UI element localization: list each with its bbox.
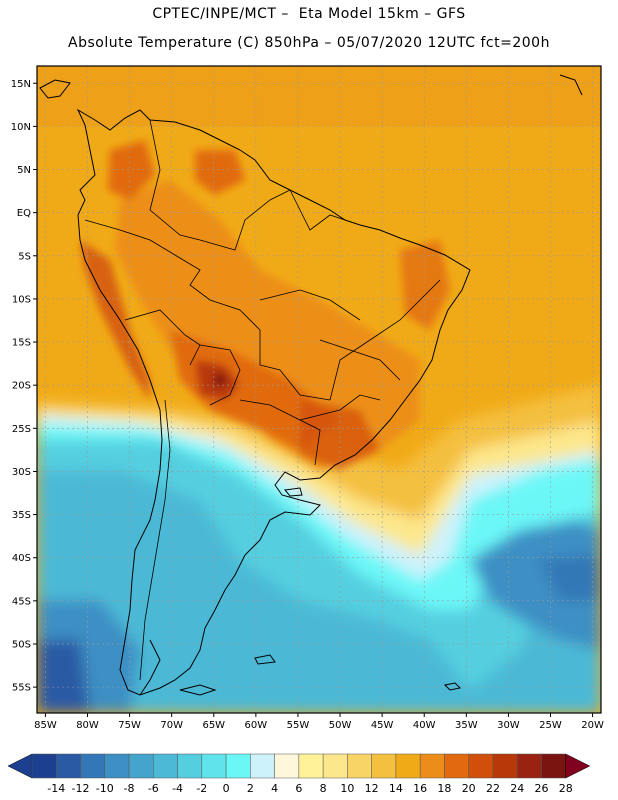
lon-label: 25W <box>539 720 562 731</box>
lat-label: 10S <box>12 294 31 305</box>
colorbar-label: -12 <box>72 782 90 795</box>
colorbar-label: 26 <box>534 782 548 795</box>
lon-label: 75W <box>118 720 141 731</box>
lon-label: 20W <box>581 720 604 731</box>
colorbar-swatch <box>322 753 348 779</box>
lon-label: 55W <box>287 720 310 731</box>
longitude-labels: 85W 80W 75W 70W 65W 60W 55W 50W 45W 40W 35W 30W 25W 2… <box>34 713 604 731</box>
colorbar-swatch <box>347 753 372 779</box>
colorbar-label: 4 <box>271 782 278 795</box>
colorbar-swatch <box>516 753 542 779</box>
colorbar-label: 16 <box>413 782 427 795</box>
colorbar-label: 10 <box>340 782 354 795</box>
colorbar-swatch <box>298 753 324 779</box>
colorbar-swatch <box>201 753 227 779</box>
temperature-field <box>37 66 601 713</box>
colorbar-label: 18 <box>437 782 451 795</box>
lat-label: 25S <box>12 424 31 435</box>
colorbar-arrow-high <box>565 753 591 779</box>
lat-label: 15N <box>11 79 31 90</box>
colorbar-swatch <box>274 753 300 779</box>
colorbar: -14 -12 -10 -8 -6 -4 -2 0 2 4 6 8 10 12 14 16 18 20 22 24 26… <box>7 753 591 795</box>
colorbar-label: 12 <box>365 782 379 795</box>
coastline <box>39 74 583 696</box>
colorbar-label: -6 <box>148 782 159 795</box>
colorbar-arrow-low <box>7 753 33 779</box>
colorbar-swatch <box>419 753 445 779</box>
colorbar-label: -14 <box>47 782 65 795</box>
lon-label: 70W <box>160 720 183 731</box>
lon-label: 40W <box>413 720 436 731</box>
lat-label: 10N <box>11 122 31 133</box>
lon-label: 45W <box>371 720 394 731</box>
colorbar-label: -4 <box>172 782 183 795</box>
colorbar-label: 14 <box>389 782 403 795</box>
lon-label: 85W <box>34 720 57 731</box>
colorbar-swatch <box>541 753 566 779</box>
country-borders <box>84 119 441 681</box>
colorbar-label: 6 <box>295 782 302 795</box>
lon-label: 60W <box>245 720 268 731</box>
lat-label: 20S <box>12 381 31 392</box>
colorbar-label: 24 <box>510 782 524 795</box>
colorbar-swatch <box>177 753 203 779</box>
map-frame <box>36 65 602 714</box>
colorbar-swatch <box>80 753 106 779</box>
chart-title-line-1: CPTEC/INPE/MCT – Eta Model 15km – GFS <box>152 6 466 22</box>
colorbar-swatch <box>31 753 57 779</box>
colorbar-swatch <box>153 753 178 779</box>
lon-label: 65W <box>202 720 225 731</box>
lat-label: 50S <box>12 639 31 650</box>
lat-label: 5N <box>17 165 31 176</box>
colorbar-label: -8 <box>124 782 135 795</box>
lon-label: 35W <box>455 720 478 731</box>
colorbar-label: 20 <box>462 782 476 795</box>
lon-label: 80W <box>76 720 99 731</box>
lat-lon-grid <box>37 66 601 713</box>
lat-label: 35S <box>12 510 31 521</box>
colorbar-swatch <box>468 753 494 779</box>
colorbar-label: -2 <box>196 782 207 795</box>
colorbar-swatch <box>56 753 81 779</box>
colorbar-label: 8 <box>320 782 327 795</box>
latitude-labels: 15N 10N 5N EQ 5S 10S 15S 20S 25S 30S 35S 40S 45S 50S 5… <box>11 79 37 694</box>
lon-label: 50W <box>329 720 352 731</box>
colorbar-swatch <box>128 753 154 779</box>
colorbar-label: 28 <box>559 782 573 795</box>
colorbar-swatch <box>395 753 421 779</box>
colorbar-swatch <box>225 753 251 779</box>
colorbar-swatch <box>104 753 130 779</box>
lat-label: 5S <box>18 251 31 262</box>
lat-label: 55S <box>12 683 31 694</box>
chart-title-line-2: Absolute Temperature (C) 850hPa – 05/07/… <box>68 35 550 51</box>
colorbar-swatch <box>250 753 275 779</box>
colorbar-label: 0 <box>223 782 230 795</box>
lat-label: EQ <box>17 208 31 219</box>
colorbar-swatch <box>492 753 518 779</box>
lon-label: 30W <box>497 720 520 731</box>
colorbar-label: 22 <box>486 782 500 795</box>
lat-label: 40S <box>12 553 31 564</box>
lat-label: 30S <box>12 467 31 478</box>
colorbar-label: -10 <box>96 782 114 795</box>
lat-label: 45S <box>12 596 31 607</box>
colorbar-label: 2 <box>247 782 254 795</box>
colorbar-swatch <box>444 753 469 779</box>
colorbar-swatch <box>371 753 397 779</box>
lat-label: 15S <box>12 338 31 349</box>
